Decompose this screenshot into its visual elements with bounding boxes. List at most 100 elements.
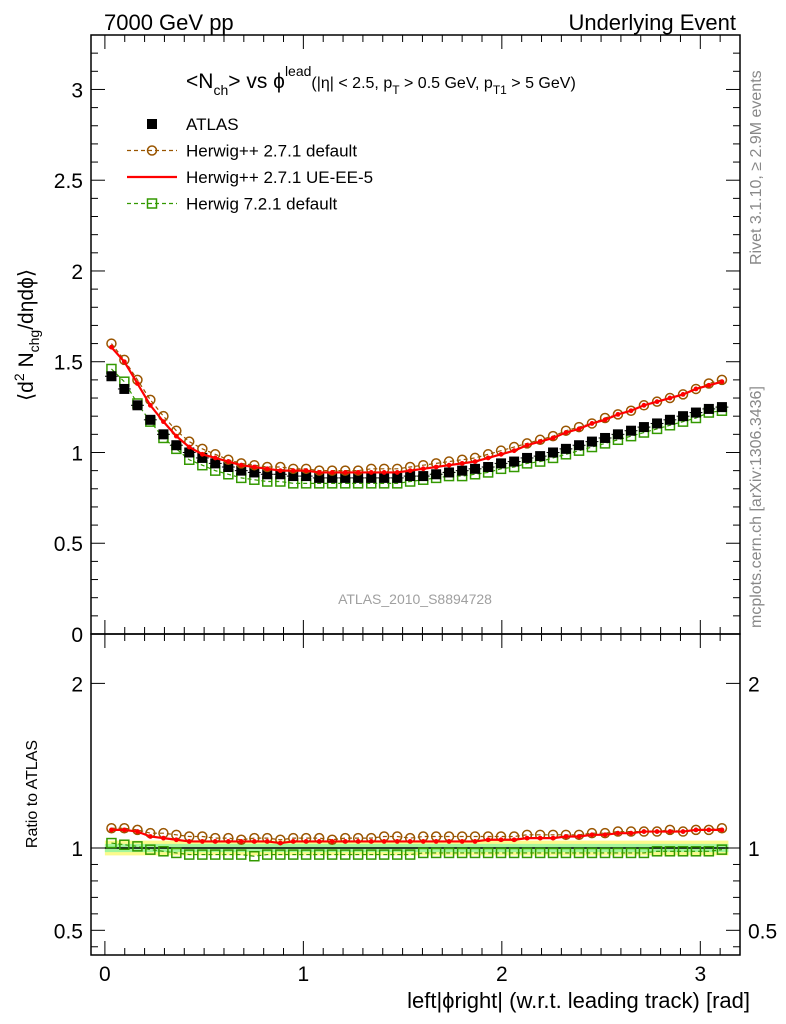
point-herwig_pp_ue xyxy=(485,455,491,461)
point-herwig_pp_ue xyxy=(135,381,140,386)
ratio-point-herwig_pp_ue xyxy=(238,839,244,844)
ratio-point-herwig_pp_ue xyxy=(563,834,569,839)
point-atlas xyxy=(145,414,156,425)
point-atlas xyxy=(444,467,455,478)
point-atlas xyxy=(678,411,689,422)
point-atlas xyxy=(262,469,273,480)
point-herwig_pp_ue xyxy=(290,468,296,474)
point-atlas xyxy=(574,440,585,451)
point-herwig_pp_ue xyxy=(706,382,712,388)
legend-label: Herwig++ 2.7.1 UE-EE-5 xyxy=(186,168,373,187)
ratio-point-herwig_pp_ue xyxy=(615,830,621,836)
point-herwig_pp_ue xyxy=(680,392,686,397)
ratio-y-tick-label-right: 0.5 xyxy=(748,920,777,943)
title-cut-pt1-sub: T1 xyxy=(493,83,507,97)
ratio-point-herwig_pp_ue xyxy=(251,839,257,844)
point-atlas xyxy=(379,472,390,483)
ratio-point-herwig_pp_default xyxy=(664,824,676,836)
point-herwig_pp_ue xyxy=(641,402,647,408)
ratio-y-tick-label: 0.5 xyxy=(54,920,83,943)
point-herwig_pp_ue xyxy=(602,417,608,423)
point-atlas xyxy=(392,472,403,483)
ratio-point-herwig_pp_ue xyxy=(472,839,478,844)
point-herwig_pp_ue xyxy=(563,430,569,435)
ylabel-part-c: /dηdϕ⟩ xyxy=(15,269,38,330)
legend-marker xyxy=(146,198,158,209)
ratio-point-herwig_pp_ue xyxy=(667,829,673,834)
ratio-series-herwig_72 xyxy=(106,837,728,862)
point-herwig_pp_ue xyxy=(186,444,192,450)
ratio-point-herwig_72 xyxy=(287,849,299,860)
ratio-point-herwig_72 xyxy=(132,841,143,852)
plot-title: <Nch> vs ϕlead(|η| < 2.5, pT > 0.5 GeV, … xyxy=(186,63,576,98)
title-phi: ϕ xyxy=(273,70,285,93)
y-tick-label: 2.5 xyxy=(54,170,83,193)
point-atlas xyxy=(340,472,351,483)
point-herwig_pp_ue xyxy=(719,379,725,385)
ratio-point-herwig_pp_ue xyxy=(537,835,543,841)
point-herwig_pp_ue xyxy=(199,451,205,457)
point-atlas xyxy=(314,472,325,483)
legend-marker xyxy=(147,119,157,129)
point-atlas xyxy=(612,429,623,440)
point-atlas xyxy=(652,418,663,429)
ratio-point-herwig_pp_default xyxy=(612,826,624,837)
point-atlas xyxy=(690,407,701,418)
header-energy-label: 7000 GeV pp xyxy=(104,10,234,35)
point-herwig_pp_ue xyxy=(459,460,465,466)
point-atlas xyxy=(626,425,637,436)
ratio-point-herwig_pp_ue xyxy=(511,837,517,843)
point-herwig_pp_ue xyxy=(381,470,387,475)
ratio-point-herwig_pp_ue xyxy=(121,827,127,833)
point-atlas xyxy=(210,458,221,469)
point-herwig_pp_ue xyxy=(407,468,413,474)
header-process-label: Underlying Event xyxy=(568,10,736,35)
ratio-point-herwig_72 xyxy=(378,849,390,860)
point-atlas xyxy=(457,465,468,476)
ratio-point-herwig_pp_ue xyxy=(654,829,660,834)
point-atlas xyxy=(301,471,312,482)
ratio-point-herwig_pp_ue xyxy=(355,839,361,844)
ratio-panel-series xyxy=(106,822,728,862)
series-herwig_pp_ue xyxy=(109,344,725,475)
ratio-point-herwig_72 xyxy=(158,846,169,857)
ratio-point-herwig_72 xyxy=(183,849,195,860)
ratio-point-herwig_pp_ue xyxy=(264,839,270,844)
ratio-point-herwig_72 xyxy=(534,847,546,859)
point-herwig_pp_ue xyxy=(615,411,621,417)
point-herwig_pp_ue xyxy=(264,466,270,472)
ratio-point-herwig_72 xyxy=(677,846,689,857)
point-herwig_pp_default xyxy=(586,418,598,429)
title-cut-pt: > 0.5 GeV, p xyxy=(400,75,493,92)
ratio-point-herwig_pp_default xyxy=(586,827,598,839)
ratio-point-herwig_pp_default xyxy=(235,834,247,846)
ratio-point-herwig_72 xyxy=(275,849,286,860)
point-herwig_pp_ue xyxy=(161,419,166,425)
point-atlas xyxy=(132,400,143,411)
point-atlas xyxy=(664,414,675,425)
ratio-point-herwig_pp_ue xyxy=(485,837,491,843)
ratio-point-herwig_72 xyxy=(339,849,351,860)
point-herwig_pp_ue xyxy=(303,468,309,474)
title-nch: <N xyxy=(186,70,213,93)
ratio-point-herwig_72 xyxy=(573,847,585,859)
point-atlas xyxy=(509,456,520,467)
point-herwig_pp_ue xyxy=(277,468,283,474)
point-atlas xyxy=(418,471,429,482)
point-herwig_pp_default xyxy=(625,405,637,416)
point-herwig_pp_ue xyxy=(589,421,595,426)
legend-entry-atlas: ATLAS xyxy=(147,115,239,134)
point-atlas xyxy=(197,452,208,463)
ratio-point-herwig_72 xyxy=(119,839,130,850)
ratio-panel-background xyxy=(104,840,729,856)
ratio-point-herwig_pp_ue xyxy=(316,839,322,844)
point-herwig_pp_ue xyxy=(238,462,244,468)
ratio-point-herwig_72 xyxy=(235,849,247,860)
ratio-point-herwig_72 xyxy=(391,849,403,860)
ratio-point-herwig_pp_ue xyxy=(342,839,348,844)
ratio-point-herwig_72 xyxy=(651,846,663,857)
ratio-point-herwig_pp_ue xyxy=(446,839,452,844)
point-herwig_pp_ue xyxy=(251,464,257,470)
point-herwig_pp_ue xyxy=(498,451,504,457)
title-cut-pt1: > 5 GeV) xyxy=(507,75,576,92)
